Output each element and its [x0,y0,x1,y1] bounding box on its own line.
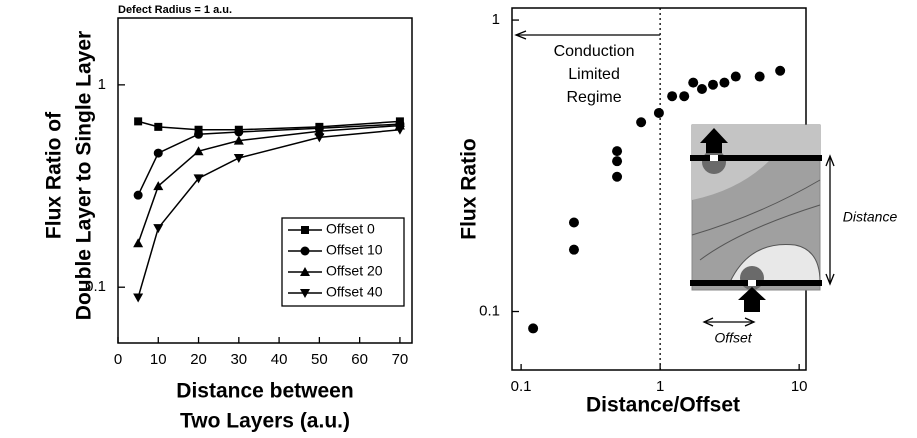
scatter-point [528,323,539,334]
marker [314,126,325,136]
legend-label: Offset 20 [326,263,383,279]
marker [194,129,204,139]
regime-label: Limited [568,66,620,83]
scatter-point [612,146,623,157]
marker [300,246,310,256]
marker [300,289,310,298]
distance-label: Distance [843,209,898,225]
annotation: Defect Radius = 1 a.u. [118,4,232,16]
marker [314,133,325,143]
x-tick-label: 1 [656,378,664,395]
regime-label: Regime [566,89,621,106]
marker [394,125,405,135]
legend-label: Offset 10 [326,242,383,258]
x-axis-label: Two Layers (a.u.) [180,410,350,433]
marker [133,293,144,303]
legend-label: Offset 40 [326,284,383,300]
scatter-point [679,91,690,102]
scatter-point [612,171,623,182]
legend-label: Offset 0 [326,221,375,237]
x-tick-label: 0 [114,351,122,368]
marker [193,146,204,156]
y-axis-label: Flux Ratio [458,138,481,240]
inset-defect [702,150,726,174]
inset-arrow [738,287,766,312]
scatter-point [653,107,664,118]
y-tick-label: 1 [98,76,106,93]
scatter-point [707,79,718,90]
scatter-point [696,84,707,95]
scatter-point [568,217,579,228]
y-axis-label: Double Layer to Single Layer [73,31,96,320]
scatter-point [730,71,741,82]
x-tick-label: 10 [791,378,808,395]
scatter-point [612,156,623,167]
x-tick-label: 50 [311,351,328,368]
inset-opening [710,155,718,161]
marker [300,267,310,276]
marker [233,135,244,145]
marker [153,224,164,234]
scatter-point [688,77,699,88]
scatter-point [719,77,730,88]
marker [154,122,163,131]
scatter-point [636,117,647,128]
offset-label: Offset [714,330,752,346]
inset-opening [748,280,756,286]
marker [134,117,143,126]
scatter-point [568,244,579,255]
x-tick-label: 0.1 [511,378,532,395]
inset-defect [740,266,764,290]
marker [153,181,164,191]
regime-arrowhead [514,30,527,40]
inset-arrow [700,128,728,153]
inset-contour [691,179,821,236]
y-tick-label: 0.1 [479,302,500,319]
x-tick-label: 60 [351,351,368,368]
inset-layer [690,155,822,161]
scatter-point [667,91,678,102]
series-line [137,124,400,244]
scatter-point [775,65,786,76]
y-tick-label: 0.1 [85,278,106,295]
x-axis-label: Distance/Offset [586,394,740,417]
x-tick-label: 70 [392,351,409,368]
offset-arrowheads [702,317,756,327]
inset-diagram: Distance Offset [690,124,898,346]
x-axis-label: Distance between [176,380,353,403]
y-axis-label: Flux Ratio of [43,111,66,239]
marker [301,226,309,234]
marker [234,127,244,137]
x-tick-label: 10 [150,351,167,368]
plot-frame [117,17,413,344]
marker [233,154,244,164]
series-line [137,129,400,298]
distance-arrowheads [825,154,835,286]
x-tick-label: 20 [190,351,207,368]
marker [193,174,204,184]
marker [133,238,144,248]
scatter-point [754,71,765,82]
inset-contour [699,204,821,261]
marker [194,125,203,134]
regime-label: Conduction [554,43,635,60]
series-line [137,123,400,196]
inset-contour [692,125,820,200]
x-tick-label: 30 [230,351,247,368]
y-tick-label: 1 [492,11,500,28]
marker [153,148,163,158]
x-tick-label: 40 [271,351,288,368]
marker [133,190,143,200]
